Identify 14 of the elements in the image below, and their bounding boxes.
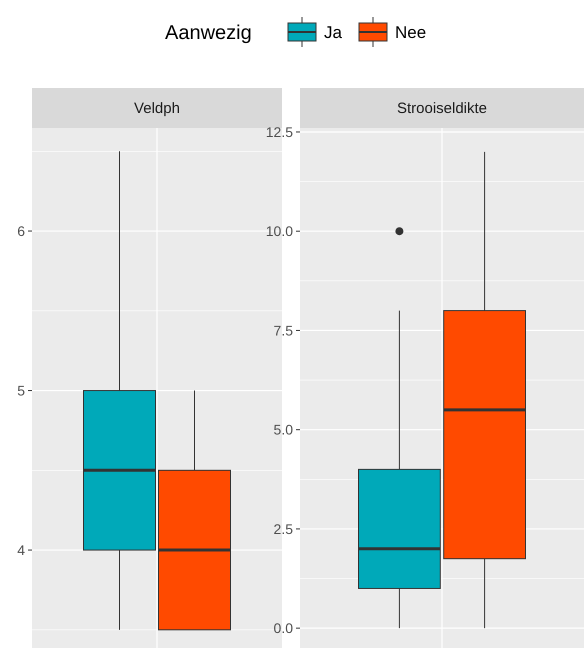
y-tick-label: 7.5 [274, 322, 294, 338]
legend-label: Nee [395, 22, 426, 42]
y-tick-label: 4 [17, 542, 26, 558]
y-tick-label: 5 [17, 382, 26, 398]
legend-title: Aanwezig [165, 22, 252, 44]
y-tick-label: 5.0 [274, 422, 294, 438]
y-tick-label: 10.0 [266, 223, 294, 240]
legend-label: Ja [324, 22, 342, 42]
y-tick-label: 0.0 [274, 620, 294, 636]
chart-title: Veldph [134, 100, 180, 117]
chart-title: Strooiseldikte [396, 100, 488, 117]
y-tick-label: 2.5 [274, 520, 294, 537]
y-tick-label: 6 [17, 222, 26, 239]
y-tick-label: 12.5 [266, 124, 294, 140]
